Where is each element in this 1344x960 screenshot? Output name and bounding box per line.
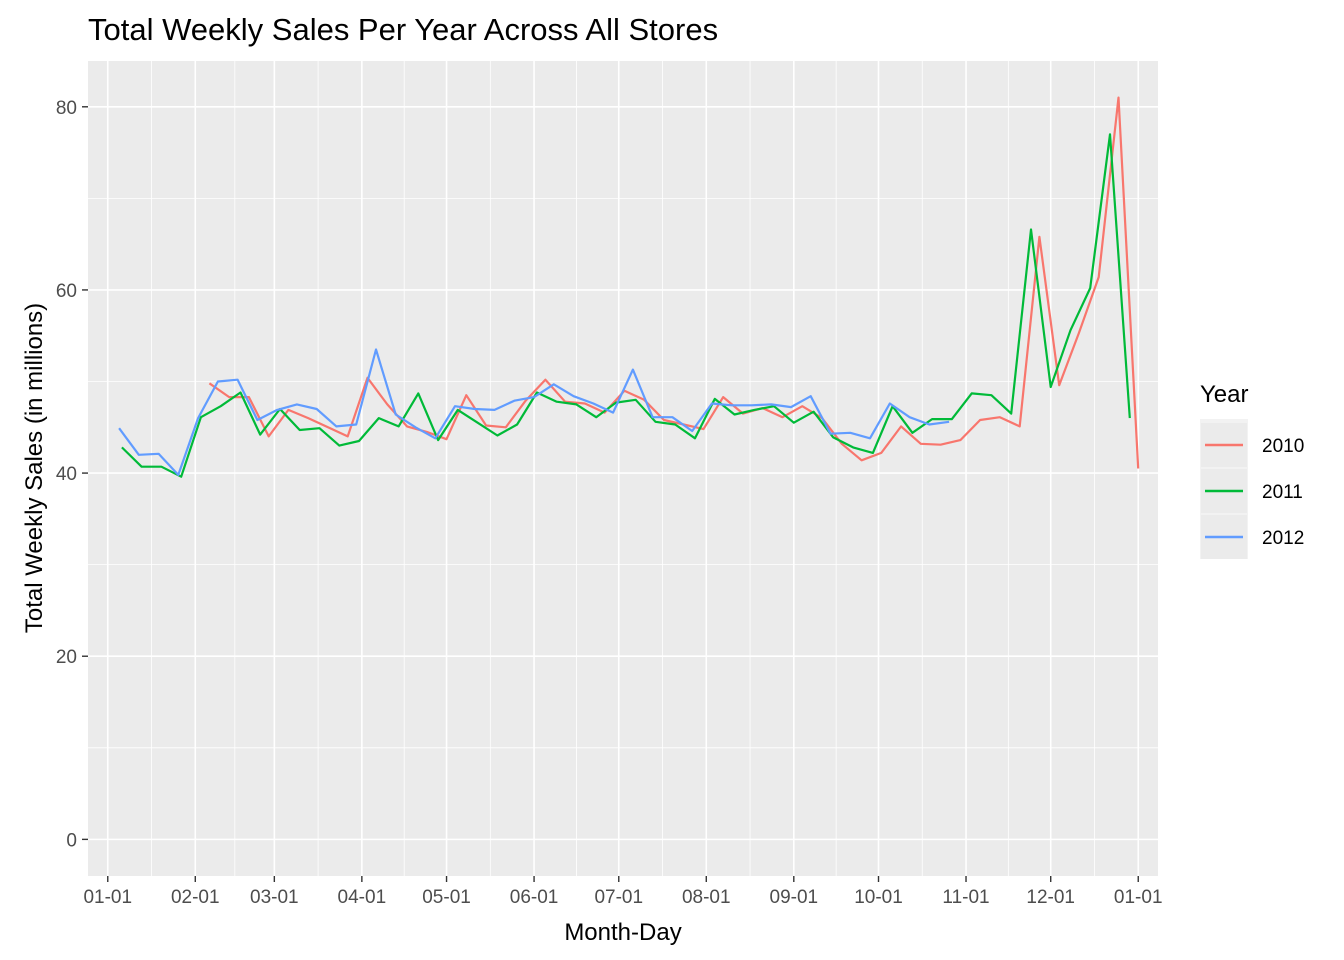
y-tick-label: 0: [66, 830, 77, 851]
chart-title: Total Weekly Sales Per Year Across All S…: [88, 12, 718, 47]
x-tick-label: 10-01: [854, 887, 903, 908]
x-tick-label: 06-01: [510, 887, 559, 908]
major-grid: [88, 61, 1158, 876]
x-tick-label: 12-01: [1026, 887, 1075, 908]
y-axis: 0 20 40 60 80: [56, 98, 88, 851]
x-axis-title: Month-Day: [564, 919, 681, 946]
series-lines: [118, 96, 1140, 478]
y-tick-label: 40: [56, 464, 77, 485]
plot-panel: [88, 61, 1158, 876]
legend-label-2011: 2011: [1262, 482, 1303, 503]
legend: Year 2010 2011 2012: [1200, 381, 1304, 559]
minor-grid: [88, 61, 1158, 876]
x-tick-label: 04-01: [338, 887, 387, 908]
series-line-2011: [121, 133, 1131, 478]
legend-items: 2010 2011 2012: [1200, 419, 1304, 559]
legend-label-2012: 2012: [1262, 528, 1304, 549]
series-line-2010: [208, 96, 1140, 469]
series-line-2012: [118, 348, 950, 476]
x-axis: 01-01 02-01 03-01 04-01 05-01 06-01 07-01 08-01…: [83, 876, 1163, 908]
y-tick-label: 60: [56, 281, 77, 302]
y-tick-label: 80: [56, 98, 77, 119]
x-tick-label: 03-01: [250, 887, 299, 908]
y-tick-label: 20: [56, 647, 77, 668]
y-axis-title: Total Weekly Sales (in millions): [21, 303, 48, 633]
x-tick-label: 02-01: [171, 887, 220, 908]
x-tick-label: 01-01: [83, 887, 132, 908]
legend-title: Year: [1200, 381, 1249, 408]
x-tick-label: 08-01: [682, 887, 731, 908]
x-tick-label: 01-01: [1114, 887, 1163, 908]
x-tick-label: 09-01: [770, 887, 819, 908]
x-tick-label: 07-01: [594, 887, 643, 908]
legend-label-2010: 2010: [1262, 436, 1304, 457]
x-tick-label: 05-01: [422, 887, 471, 908]
x-tick-label: 11-01: [942, 887, 989, 908]
